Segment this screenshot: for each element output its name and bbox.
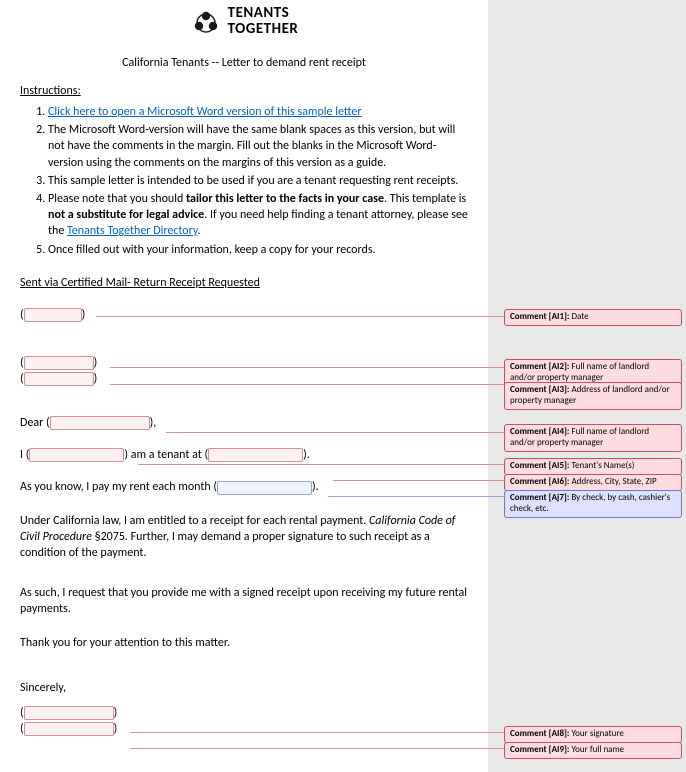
comment-ai1: Comment [AI1]: Date xyxy=(504,309,682,326)
tenants-together-icon xyxy=(190,6,222,38)
comment-aj7: Comment [Aj7]: By check, by cash, cashie… xyxy=(504,490,682,518)
comment-ai5: Comment [AI5]: Tenant's Name(s) xyxy=(504,458,682,475)
instruction-item: The Microsoft Word-version will have the… xyxy=(48,122,468,171)
comment-ai9: Comment [AI9]: Your full name xyxy=(504,742,682,759)
instruction-item: This sample letter is intended to be use… xyxy=(48,173,468,189)
fullname-blank[interactable] xyxy=(24,722,114,736)
request-paragraph: As such, I request that you provide me w… xyxy=(20,585,468,617)
logo-line2: TOGETHER xyxy=(228,22,299,38)
page-title: California Tenants -- Letter to demand r… xyxy=(20,56,468,70)
salutation-row: Dear (), xyxy=(20,416,468,430)
signature-row: () xyxy=(20,706,468,720)
sent-via-line: Sent via Certified Mail- Return Receipt … xyxy=(20,276,468,290)
dear-blank[interactable] xyxy=(50,416,150,430)
tenant-intro-row: I () am a tenant at (). xyxy=(20,448,468,462)
directory-link[interactable]: Tenants Together Directory xyxy=(67,224,198,238)
tenant-name-blank[interactable] xyxy=(29,448,124,462)
comment-ai3: Comment [AI3]: Address of landlord and/o… xyxy=(504,382,682,410)
instruction-item: Please note that you should tailor this … xyxy=(48,191,468,240)
signature-blank[interactable] xyxy=(24,706,114,720)
sincerely-label: Sincerely, xyxy=(20,680,468,696)
landlord-name-blank[interactable] xyxy=(24,356,94,370)
logo-text: TENANTS TOGETHER xyxy=(228,6,299,38)
law-paragraph: Under California law, I am entitled to a… xyxy=(20,513,468,562)
logo-block: TENANTS TOGETHER xyxy=(20,6,468,42)
landlord-address-blank[interactable] xyxy=(24,372,94,386)
tenant-address-blank[interactable] xyxy=(208,448,303,462)
document-page: TENANTS TOGETHER California Tenants -- L… xyxy=(0,0,488,772)
word-version-link[interactable]: Click here to open a Microsoft Word vers… xyxy=(48,105,362,119)
fullname-row: () xyxy=(20,722,468,736)
instruction-item: Once filled out with your information, k… xyxy=(48,242,468,258)
pay-method-row: As you know, I pay my rent each month ()… xyxy=(20,480,468,494)
thanks-paragraph: Thank you for your attention to this mat… xyxy=(20,635,468,651)
date-row: () xyxy=(20,308,468,322)
instructions-heading: Instructions: xyxy=(20,84,468,98)
instruction-item: Click here to open a Microsoft Word vers… xyxy=(48,104,468,120)
date-blank[interactable] xyxy=(24,308,82,322)
pay-method-blank[interactable] xyxy=(217,481,312,495)
comment-ai6: Comment [AI6]: Address, City, State, ZIP xyxy=(504,474,682,491)
comment-ai4: Comment [AI4]: Full name of landlord and… xyxy=(504,424,682,452)
comment-ai8: Comment [AI8]: Your signature xyxy=(504,726,682,743)
instructions-list: Click here to open a Microsoft Word vers… xyxy=(20,104,468,258)
dear-label: Dear xyxy=(20,416,46,430)
